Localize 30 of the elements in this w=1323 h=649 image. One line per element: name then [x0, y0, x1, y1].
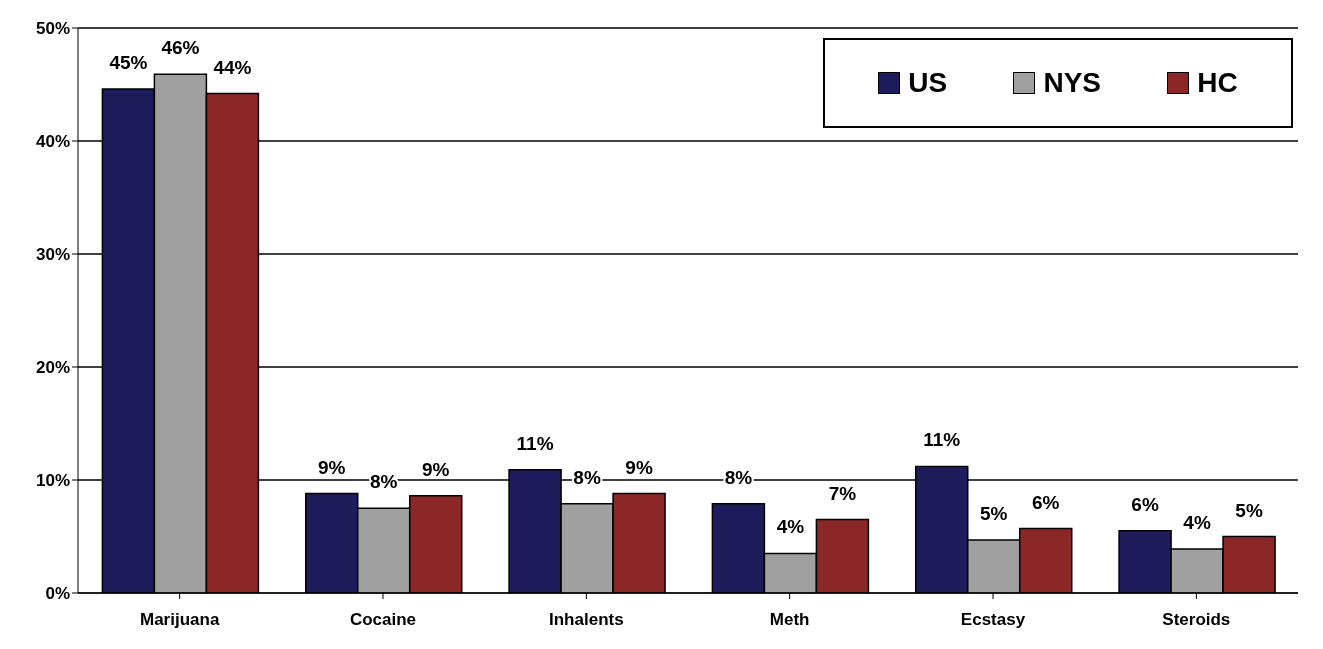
legend-label: NYS: [1043, 67, 1101, 99]
data-label: 4%: [1183, 511, 1211, 533]
data-label: 45%: [109, 52, 148, 74]
data-label: 5%: [980, 502, 1008, 524]
data-label: 9%: [422, 458, 450, 480]
x-tick-label: Marijuana: [139, 610, 220, 630]
data-label: 11%: [923, 429, 961, 451]
x-tick-label: Steroids: [1162, 610, 1231, 630]
legend-label: HC: [1197, 67, 1238, 99]
data-label: 4%: [776, 516, 805, 538]
y-tick-label: 50%: [35, 19, 70, 39]
data-label: 11%: [516, 432, 554, 454]
y-tick-label: 30%: [35, 245, 70, 265]
data-label: 9%: [318, 456, 346, 478]
data-label: 6%: [1131, 493, 1159, 515]
x-tick-label: Meth: [769, 610, 810, 630]
data-label: 6%: [1032, 491, 1060, 513]
y-tick-label: 0%: [45, 584, 70, 604]
x-tick-label: Ecstasy: [960, 610, 1026, 630]
data-label: 9%: [625, 456, 653, 478]
data-label: 5%: [1235, 499, 1263, 521]
y-tick-label: 10%: [35, 471, 70, 491]
data-label: 46%: [161, 37, 200, 59]
data-label: 44%: [213, 56, 252, 78]
legend-label: US: [908, 67, 948, 99]
x-tick-label: Inhalents: [549, 610, 624, 630]
data-label: 7%: [828, 482, 857, 504]
y-tick-label: 20%: [35, 358, 70, 378]
x-tick-label: Cocaine: [349, 610, 417, 630]
y-tick-label: 40%: [35, 132, 70, 152]
